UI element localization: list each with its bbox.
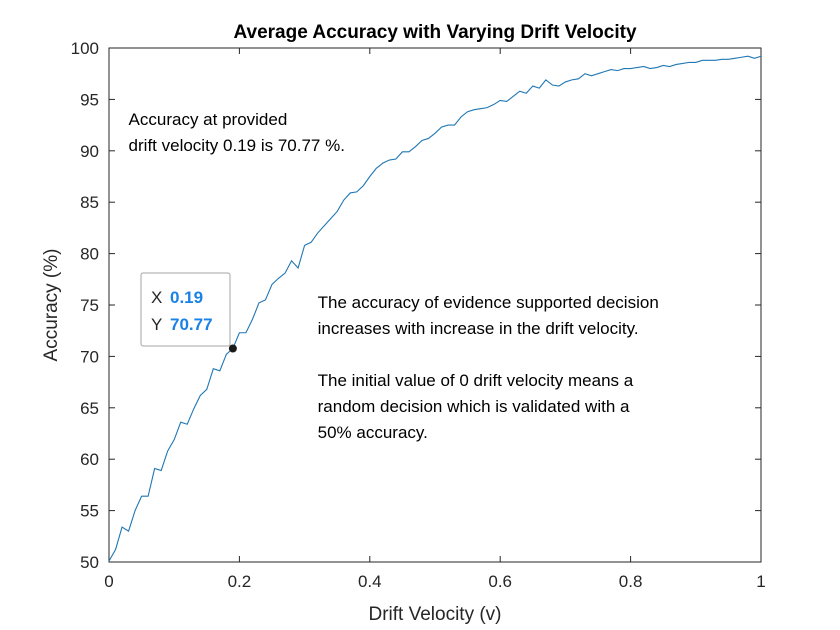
y-axis-label: Accuracy (%) <box>41 249 62 362</box>
y-tick-label-4: 70 <box>80 347 99 366</box>
x-tick-label-0: 0 <box>104 572 113 591</box>
datatip-x-key: X <box>151 288 162 307</box>
y-tick-label-2: 60 <box>80 450 99 469</box>
annotation-1-line-0: The accuracy of evidence supported decis… <box>318 293 659 312</box>
annotation-1-line-1: increases with increase in the drift vel… <box>318 319 639 338</box>
x-tick-label-2: 0.4 <box>358 572 382 591</box>
datatip-y-key: Y <box>151 315 162 334</box>
annotation-0-line-1: drift velocity 0.19 is 70.77 %. <box>129 136 345 155</box>
y-tick-label-8: 90 <box>80 142 99 161</box>
datatip-box <box>140 272 231 347</box>
ticks-layer: 0 0.2 0.4 0.6 0.8 1 50 55 60 65 70 75 80 85 90 95 100 <box>71 39 766 591</box>
x-tick-label-3: 0.6 <box>488 572 512 591</box>
annotation-0-line-0: Accuracy at provided <box>129 110 288 129</box>
annotation-1: The accuracy of evidence supported decis… <box>318 293 659 442</box>
y-tick-label-7: 85 <box>80 193 99 212</box>
annotations-layer: Accuracy at provided drift velocity 0.19 … <box>129 110 659 442</box>
y-tick-label-5: 75 <box>80 296 99 315</box>
annotation-0: Accuracy at provided drift velocity 0.19 … <box>129 110 345 155</box>
chart-title: Average Accuracy with Varying Drift Velo… <box>233 22 636 43</box>
x-axis-label: Drift Velocity (v) <box>368 604 501 625</box>
y-tick-label-6: 80 <box>80 245 99 264</box>
annotation-1-line-3: The initial value of 0 drift velocity me… <box>318 371 634 390</box>
x-tick-label-1: 0.2 <box>228 572 252 591</box>
datatip-y-value: 70.77 <box>170 315 213 334</box>
datatip-marker[interactable] <box>228 344 237 353</box>
x-tick-label-4: 0.8 <box>619 572 643 591</box>
annotation-1-line-2 <box>318 345 323 364</box>
datatip[interactable]: X 0.19 Y 70.77 <box>140 272 237 353</box>
y-tick-label-10: 100 <box>71 39 99 58</box>
accuracy-series-line <box>108 55 762 562</box>
datatip-x-value: 0.19 <box>170 288 203 307</box>
y-tick-label-1: 55 <box>80 502 99 521</box>
annotation-1-line-5: 50% accuracy. <box>318 423 428 442</box>
y-tick-label-9: 95 <box>80 90 99 109</box>
annotation-1-line-4: random decision which is validated with … <box>318 397 630 416</box>
y-tick-label-3: 65 <box>80 399 99 418</box>
x-tick-label-5: 1 <box>756 572 765 591</box>
y-tick-label-0: 50 <box>80 553 99 572</box>
